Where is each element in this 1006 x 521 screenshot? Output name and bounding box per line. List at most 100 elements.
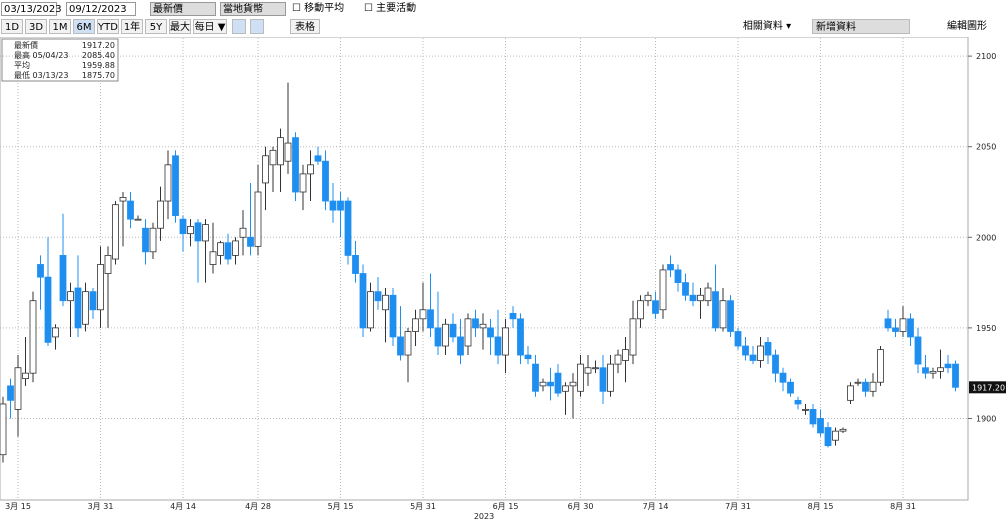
candle-body	[224, 242, 232, 260]
candle-body	[712, 291, 719, 329]
table-btn[interactable]: 表格	[290, 19, 320, 34]
period-btn[interactable]: 5Y	[145, 19, 167, 34]
x-tick-label: 5月 15	[328, 502, 354, 511]
candle-body	[802, 409, 809, 411]
candle-body	[749, 354, 757, 361]
candle-body	[824, 427, 832, 447]
period-btn[interactable]: 6M	[73, 19, 95, 34]
candle-body	[14, 367, 22, 410]
candle-body	[52, 327, 59, 338]
x-tick-label: 8月 31	[890, 502, 916, 511]
x-tick-label: 6月 15	[493, 502, 519, 511]
candle-body	[884, 318, 892, 329]
candle-body	[59, 255, 67, 302]
candle-body	[269, 149, 277, 166]
x-tick-label: 8月 15	[808, 502, 834, 511]
period-btn[interactable]: 3D	[25, 19, 47, 34]
y-tick-label: 2000	[976, 233, 996, 242]
candle-body	[539, 381, 547, 387]
period-btn[interactable]: 最大	[169, 19, 191, 34]
candle-body	[479, 323, 487, 329]
legend-value: 1875.70	[82, 71, 115, 80]
candle-body	[97, 264, 104, 311]
candle-body	[367, 291, 374, 329]
frequency[interactable]: 每日 ▼	[193, 19, 227, 34]
x-tick-label: 6月 30	[568, 502, 594, 511]
candle-body	[194, 222, 202, 242]
candle-body	[817, 418, 824, 434]
candle-body	[659, 269, 667, 311]
candle-body	[427, 309, 434, 329]
candle-body	[149, 227, 157, 253]
label: 主要活動	[376, 3, 417, 14]
add-data[interactable]: 新增資料	[812, 19, 910, 34]
legend-box	[1, 38, 119, 82]
y-tick-label: 1950	[976, 324, 996, 333]
candle-body	[614, 354, 622, 365]
candle-body	[854, 381, 862, 384]
candle-body	[397, 336, 404, 356]
candle-body	[584, 367, 592, 374]
candle-body	[532, 363, 539, 392]
candle-body	[232, 240, 239, 256]
candle-body	[217, 242, 224, 256]
x-tick-label: 3月 31	[88, 502, 114, 511]
candle-body	[689, 294, 697, 302]
legend-name: 最高 05/04/23	[14, 50, 68, 60]
blank-btn[interactable]	[232, 19, 246, 34]
x-axis-title: 2023	[474, 512, 494, 521]
edit-chart[interactable]: 編輯圖形	[947, 21, 987, 32]
y-tick-label: 2100	[976, 52, 996, 61]
candle-body	[772, 354, 779, 374]
candle-body	[554, 372, 562, 394]
candle-body	[509, 312, 517, 320]
legend-name: 平均	[14, 60, 30, 70]
candle-body	[914, 336, 922, 365]
candle-body	[202, 224, 209, 242]
candle-body	[907, 318, 914, 338]
candle-body	[592, 367, 599, 370]
period-btn[interactable]: 1D	[1, 19, 23, 34]
moving-average[interactable]: ☐ 移動平均	[290, 2, 356, 16]
events[interactable]: ☐ 主要活動	[362, 2, 422, 16]
candle-body	[637, 300, 644, 320]
period-btn[interactable]: 1年	[121, 19, 143, 34]
field-select[interactable]: 最新價	[150, 2, 216, 16]
period-btn[interactable]: 1M	[49, 19, 71, 34]
candle-body	[622, 349, 629, 361]
end-date[interactable]: 09/12/2023	[66, 2, 136, 16]
candle-body	[892, 327, 899, 332]
candle-body	[727, 300, 734, 332]
candle-body	[44, 276, 52, 343]
currency-select[interactable]: 當地貨幣	[220, 2, 286, 16]
related-btn[interactable]: 相關資料 ▾	[742, 21, 792, 32]
blank-btn[interactable]	[250, 19, 264, 34]
candle-body	[89, 291, 97, 311]
candle-body	[794, 399, 802, 405]
candle-body	[607, 363, 614, 392]
candle-body	[262, 155, 269, 184]
candle-body	[419, 309, 427, 320]
start-date[interactable]: 03/13/2023	[1, 2, 62, 16]
candle-body	[742, 345, 749, 356]
candle-body	[352, 255, 359, 274]
period-btn[interactable]: YTD	[97, 19, 119, 34]
candle-body	[284, 142, 292, 162]
candle-body	[29, 300, 37, 374]
candle-body	[337, 200, 344, 211]
last-price-label: 1917.20	[972, 383, 1005, 392]
candle-body	[644, 294, 652, 302]
candle-body	[134, 218, 142, 221]
candle-body	[359, 273, 367, 329]
candle-body	[299, 173, 307, 193]
candle-body	[764, 341, 772, 356]
candle-body	[307, 164, 314, 175]
candle-body	[314, 155, 322, 162]
candle-body	[922, 367, 929, 374]
candle-body	[277, 137, 284, 166]
candle-body	[442, 323, 449, 347]
candle-body	[704, 287, 712, 302]
x-tick-label: 7月 14	[643, 502, 669, 511]
x-tick-label: 7月 31	[725, 502, 751, 511]
candle-body	[929, 370, 937, 374]
